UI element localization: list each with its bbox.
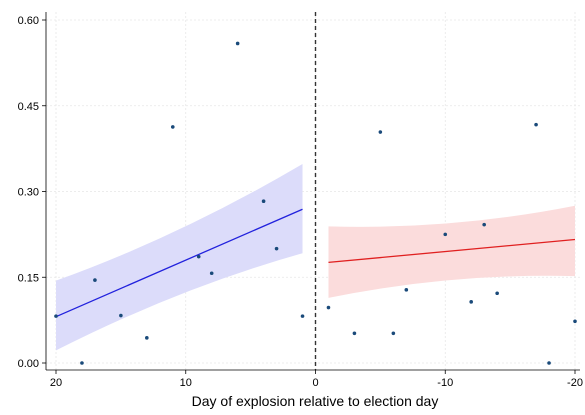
data-point [378, 130, 383, 134]
data-point [196, 254, 201, 259]
data-point [119, 313, 123, 318]
confidence-band-2 [328, 205, 575, 298]
data-point [54, 314, 58, 318]
fit-line-1 [55, 208, 303, 318]
x-tick-label: 0 [312, 377, 318, 389]
confidence-band-1 [56, 164, 303, 351]
data-points [54, 41, 577, 365]
x-tick-label: 10 [180, 377, 192, 389]
x-axis-title: Day of explosion relative to election da… [192, 393, 439, 409]
data-point [391, 331, 396, 336]
axes: 0.00 0.15 0.30 0.45 0.60 20 10 0 -10 -20 [18, 12, 583, 389]
x-tick-label: -20 [567, 377, 583, 389]
data-point [495, 291, 499, 296]
data-point [93, 278, 97, 282]
data-point [352, 331, 357, 336]
y-tick-label: 0.30 [18, 187, 39, 199]
y-tick-label: 0.60 [18, 15, 39, 27]
data-point [404, 288, 409, 292]
data-point [326, 305, 331, 310]
data-point [170, 125, 175, 129]
y-tick-label: 0.00 [18, 358, 39, 370]
x-tick-label: 20 [50, 377, 62, 389]
data-point [261, 199, 266, 204]
y-tick-label: 0.15 [18, 272, 39, 284]
data-point [300, 314, 305, 318]
x-tick-label: -10 [437, 377, 453, 389]
data-point [80, 361, 84, 365]
data-point [209, 271, 214, 276]
data-point [534, 122, 538, 127]
data-point [274, 246, 279, 251]
data-point [573, 319, 577, 324]
fit-line-2 [328, 238, 576, 264]
data-point [547, 361, 551, 365]
confidence-bands [56, 164, 575, 351]
data-point [482, 222, 486, 227]
data-point [235, 41, 240, 46]
data-point [145, 336, 149, 340]
fit-lines [55, 208, 576, 318]
data-point [469, 300, 474, 304]
y-tick-label: 0.45 [18, 101, 39, 113]
data-point [443, 232, 448, 237]
